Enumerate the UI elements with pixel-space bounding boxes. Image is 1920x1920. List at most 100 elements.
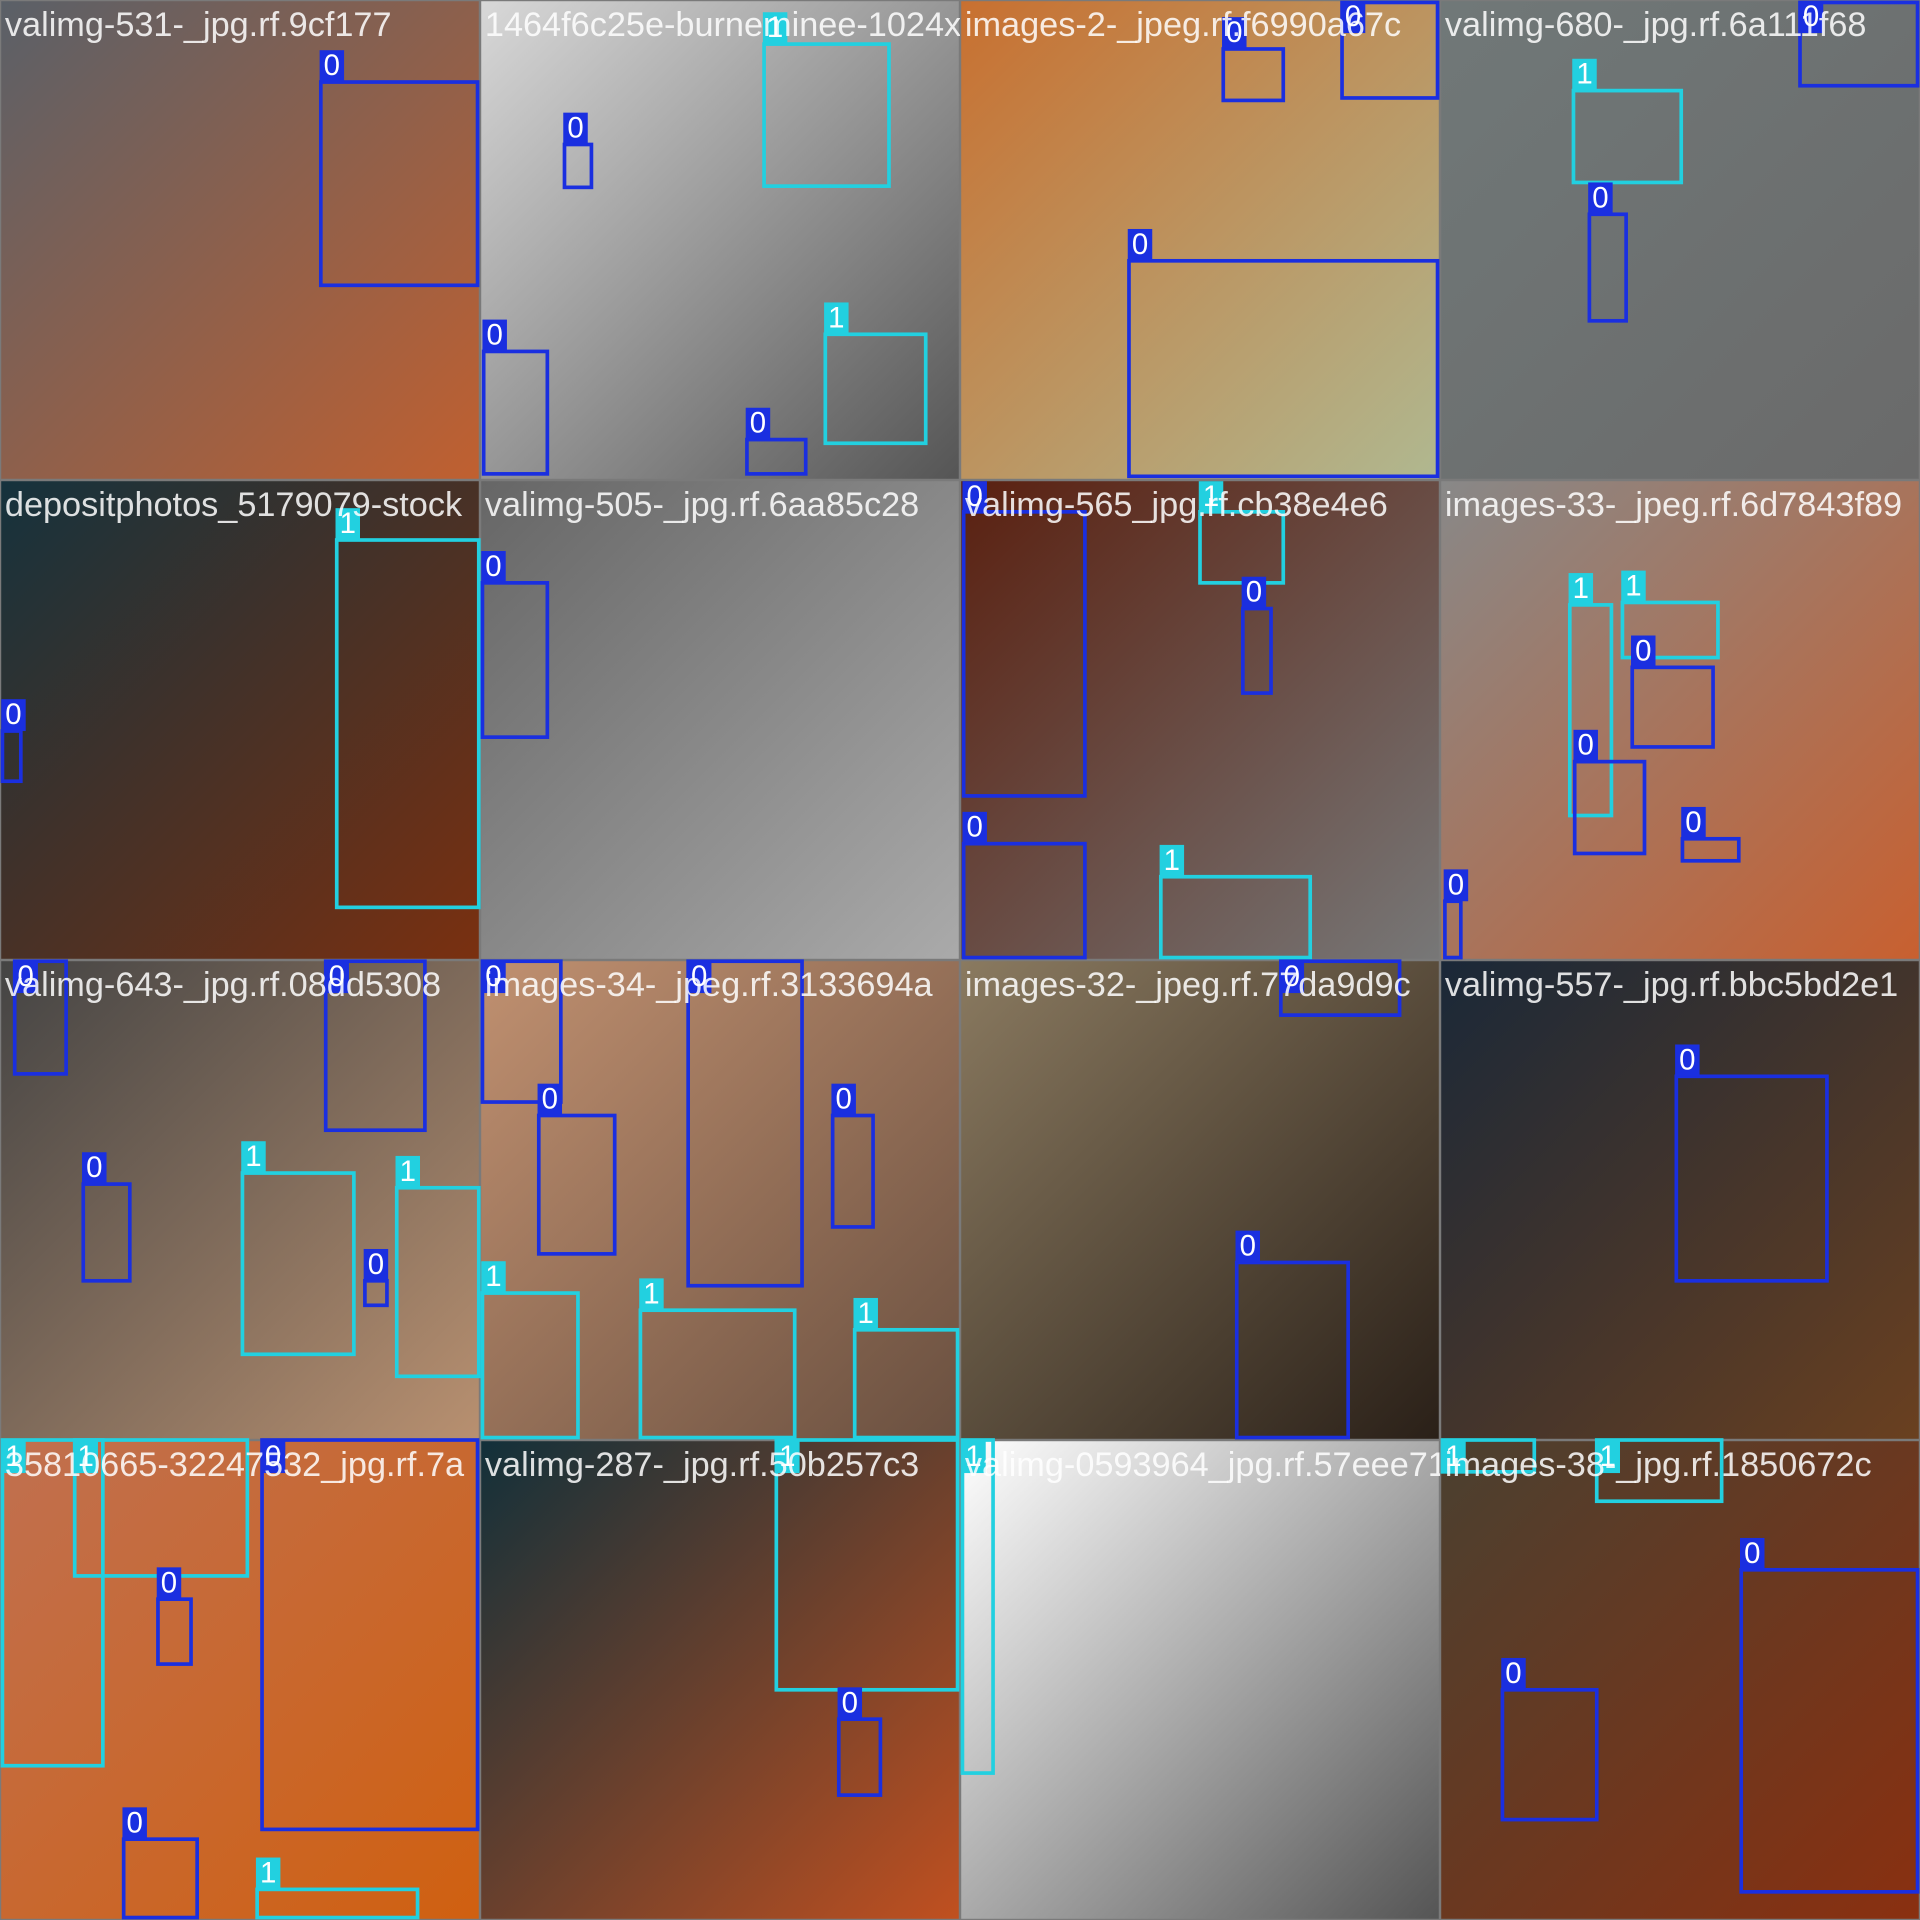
tile: 1 1 0 0 0 0 images-33-_jpeg.rf.6d7843f89 <box>1441 481 1919 960</box>
bounding-box <box>1500 1687 1599 1822</box>
bounding-box <box>318 80 480 288</box>
box-label-bg <box>335 508 360 540</box>
box-label: 0 <box>18 960 34 993</box>
tile-image <box>1 961 479 1439</box>
box-label-bg <box>762 12 788 45</box>
bounding-box <box>823 332 928 446</box>
box-label-bg <box>260 1441 286 1474</box>
tile-image <box>1 1441 479 1919</box>
box-label: 0 <box>691 960 707 993</box>
box-label-bg <box>1621 570 1646 603</box>
box-label-bg <box>961 1441 986 1474</box>
box-label: 1 <box>1445 1440 1461 1473</box>
box-label-bg <box>775 1441 800 1474</box>
bounding-box <box>255 1887 420 1920</box>
box-label: 1 <box>1573 572 1589 605</box>
box-label: 1 <box>1576 58 1592 91</box>
box-label: 0 <box>1679 1043 1695 1076</box>
box-label: 0 <box>1803 0 1819 33</box>
box-label-bg <box>319 50 345 83</box>
bounding-box <box>1158 874 1313 960</box>
bounding-box <box>121 1837 199 1920</box>
tile-image <box>1 1 479 479</box>
box-label-bg <box>1595 1441 1620 1474</box>
box-label-bg <box>1568 573 1594 605</box>
bounding-box <box>686 959 804 1288</box>
tile-image <box>481 1441 959 1919</box>
tile-filename: valimg-565_jpg.rf.cb38e4e6 <box>965 486 1388 524</box>
tile-filename: images-33-_jpeg.rf.6d7843f89 <box>1445 486 1902 524</box>
box-label-bg <box>255 1857 281 1890</box>
box-label: 0 <box>485 960 501 993</box>
box-label-bg <box>1572 58 1597 91</box>
bounding-box <box>638 1308 797 1440</box>
bounding-box <box>1620 600 1720 660</box>
tile-filename: valimg-531-_jpg.rf.9cf177 <box>5 6 392 44</box>
box-label: 0 <box>5 698 21 731</box>
bounding-box <box>481 349 550 476</box>
box-label-bg <box>745 407 771 440</box>
box-label-bg <box>537 1083 563 1116</box>
box-label-bg <box>1588 182 1613 215</box>
tile: 1 1 0 0 images-38-_jpg.rf.1850672c <box>1440 1438 1920 1919</box>
tile: 1 0 depositphotos_5179079-stock <box>0 481 481 959</box>
box-label: 0 <box>1744 1537 1760 1570</box>
box-label-bg <box>481 961 506 994</box>
box-label: 0 <box>1345 0 1361 33</box>
bounding-box <box>1680 836 1741 863</box>
bounding-box <box>852 1327 960 1440</box>
tile-filename: valimg-0593964_jpg.rf.57eee71b <box>965 1446 1466 1484</box>
box-label: 1 <box>485 1260 501 1293</box>
box-label: 0 <box>324 49 340 82</box>
box-label: 0 <box>1505 1657 1521 1690</box>
tile-filename: 35810665-32247532_jpg.rf.7a <box>5 1446 465 1484</box>
tile-filename: images-32-_jpeg.rf.77da9d9c <box>965 966 1411 1004</box>
tile-filename: valimg-287-_jpg.rf.50b257c3 <box>485 1446 919 1484</box>
box-label: 1 <box>78 1440 94 1473</box>
bounding-box <box>240 1171 356 1357</box>
box-label-bg <box>324 961 349 994</box>
bounding-box <box>1234 1260 1351 1440</box>
box-label-bg <box>1235 1230 1260 1263</box>
box-label: 0 <box>1284 960 1300 993</box>
box-label-bg <box>1573 729 1598 762</box>
box-label: 0 <box>967 480 983 513</box>
box-label-bg <box>639 1278 664 1311</box>
box-label: 1 <box>340 507 356 540</box>
box-label-bg <box>482 319 507 352</box>
box-label-bg <box>1198 481 1224 514</box>
tile-image <box>961 1 1439 479</box>
bounding-box <box>961 510 1087 798</box>
tile-filename: valimg-680-_jpg.rf.6a111f68 <box>1445 6 1867 44</box>
tile: 0 valimg-505-_jpg.rf.6aa85c28 <box>480 481 959 959</box>
tile-filename: valimg-505-_jpg.rf.6aa85c28 <box>485 486 919 524</box>
bounding-box <box>394 1185 481 1379</box>
box-label: 0 <box>487 319 503 352</box>
box-label: 0 <box>127 1806 143 1839</box>
tile-image <box>481 961 959 1439</box>
box-label-bg <box>1441 1441 1466 1474</box>
tile: 0 0 0 0 1 1 1 images-34-_jpeg.rf.3133694a <box>480 959 960 1440</box>
box-label: 0 <box>967 811 983 844</box>
tile-image <box>961 961 1439 1439</box>
bounding-box <box>480 581 550 739</box>
box-label-bg <box>363 1248 389 1281</box>
box-label-bg <box>1501 1657 1526 1690</box>
box-label: 0 <box>1132 228 1148 261</box>
box-label-bg <box>824 302 849 335</box>
box-label-bg <box>156 1567 182 1600</box>
bounding-box <box>1571 88 1684 185</box>
box-label: 0 <box>836 1083 852 1116</box>
bounding-box <box>12 959 68 1076</box>
box-label-bg <box>1675 1044 1700 1077</box>
box-label-bg <box>962 811 987 844</box>
bounding-box <box>745 437 808 476</box>
box-label-bg <box>686 961 712 994</box>
tile-filename: images-38-_jpg.rf.1850672c <box>1445 1446 1872 1484</box>
tile-filename: valimg-643-_jpg.rf.08dd5308 <box>5 966 441 1004</box>
